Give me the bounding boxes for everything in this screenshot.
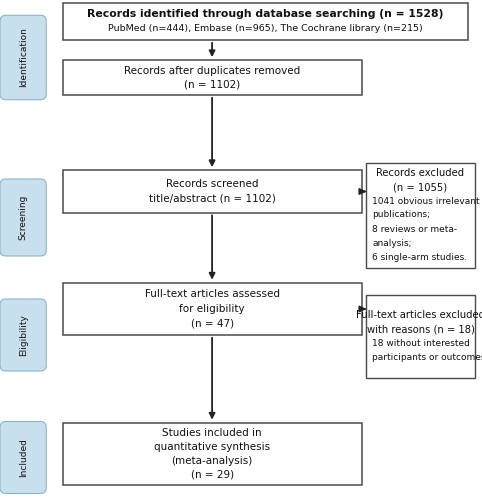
Text: (n = 47): (n = 47) [190, 318, 234, 328]
Text: quantitative synthesis: quantitative synthesis [154, 442, 270, 452]
FancyBboxPatch shape [0, 299, 46, 371]
FancyBboxPatch shape [63, 2, 468, 40]
Text: Identification: Identification [19, 28, 27, 88]
FancyBboxPatch shape [366, 162, 475, 268]
Text: (n = 1055): (n = 1055) [393, 182, 448, 192]
Text: 6 single-arm studies.: 6 single-arm studies. [372, 252, 467, 262]
FancyBboxPatch shape [63, 282, 362, 335]
Text: publications;: publications; [372, 210, 430, 220]
Text: for eligibility: for eligibility [179, 304, 245, 314]
Text: Records identified through database searching (n = 1528): Records identified through database sear… [87, 9, 443, 19]
FancyBboxPatch shape [0, 179, 46, 256]
Text: (n = 29): (n = 29) [190, 469, 234, 479]
Text: 1041 obvious irrelevant: 1041 obvious irrelevant [372, 196, 480, 205]
Text: Full-text articles excluded: Full-text articles excluded [356, 310, 482, 320]
Text: analysis;: analysis; [372, 238, 412, 248]
Text: 18 without interested: 18 without interested [372, 339, 470, 348]
Text: Studies included in: Studies included in [162, 428, 262, 438]
FancyBboxPatch shape [0, 15, 46, 100]
Text: Records excluded: Records excluded [376, 168, 465, 178]
Text: Eligibility: Eligibility [19, 314, 27, 356]
Text: Records screened: Records screened [166, 179, 258, 188]
FancyBboxPatch shape [366, 295, 475, 378]
Text: Screening: Screening [19, 195, 27, 240]
Text: Included: Included [19, 438, 27, 477]
FancyBboxPatch shape [63, 422, 362, 485]
FancyBboxPatch shape [0, 422, 46, 494]
FancyBboxPatch shape [63, 170, 362, 212]
Text: PubMed (n=444), Embase (n=965), The Cochrane library (n=215): PubMed (n=444), Embase (n=965), The Coch… [107, 24, 423, 33]
Text: (meta-analysis): (meta-analysis) [172, 456, 253, 466]
Text: Records after duplicates removed: Records after duplicates removed [124, 66, 300, 76]
Text: (n = 1102): (n = 1102) [184, 79, 240, 89]
Text: participants or outcomes.: participants or outcomes. [372, 353, 482, 362]
Text: title/abstract (n = 1102): title/abstract (n = 1102) [148, 194, 276, 204]
Text: 8 reviews or meta-: 8 reviews or meta- [372, 224, 457, 234]
FancyBboxPatch shape [63, 60, 362, 95]
Text: with reasons (n = 18): with reasons (n = 18) [367, 324, 474, 334]
Text: Full-text articles assessed: Full-text articles assessed [145, 289, 280, 299]
